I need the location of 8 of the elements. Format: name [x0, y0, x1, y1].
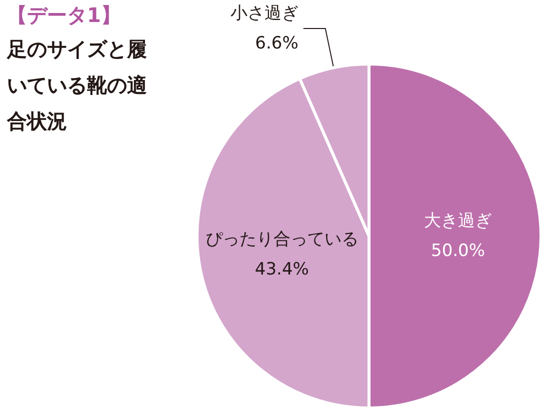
- data-label: 6.6%: [255, 34, 298, 54]
- data-label: 43.4%: [254, 259, 309, 280]
- slice-label: 大き過ぎ: [424, 211, 492, 231]
- slice-label: ぴったり合っている: [205, 229, 358, 250]
- chart-title: 【データ1】: [7, 3, 121, 27]
- text: 足のサイズと履いている靴の適合状況: [6, 37, 147, 133]
- slice-label: 小さ過ぎ: [230, 4, 298, 24]
- data-label: 50.0%: [430, 241, 486, 261]
